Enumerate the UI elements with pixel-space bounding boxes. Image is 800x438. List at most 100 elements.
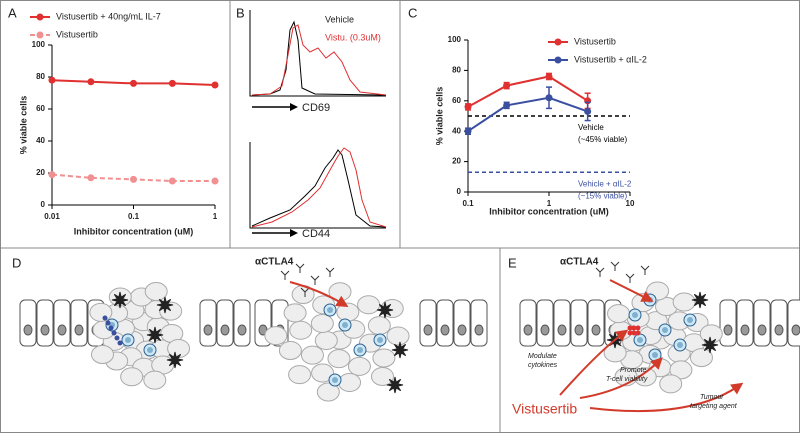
arrow	[579, 357, 663, 399]
epithelial-cell	[36, 299, 54, 347]
tumour-cell	[371, 366, 395, 386]
nucleus	[757, 324, 767, 336]
x-tick-label: 0.1	[462, 199, 474, 208]
nucleus	[474, 324, 484, 336]
x-axis-label: Inhibitor concentration (uM)	[74, 226, 194, 236]
y-tick-label: 40	[452, 126, 461, 135]
cytokine	[117, 340, 123, 346]
nucleus	[74, 324, 84, 336]
epithelial-cell	[587, 299, 605, 347]
tumour-cell	[367, 316, 391, 336]
antibody-label: αCTLA4	[255, 257, 294, 268]
tumour-cell	[283, 303, 307, 323]
effect-label: cytokines	[528, 362, 558, 369]
x-axis-label: Inhibitor concentration (uM)	[489, 206, 609, 216]
effect-label: targeting agent	[690, 403, 738, 410]
data-point	[87, 78, 95, 86]
flow-histogram	[249, 10, 387, 229]
data-point	[211, 81, 219, 89]
marker-label: CD69	[302, 102, 330, 114]
t-cell-nucleus	[637, 337, 643, 343]
tumour-cell	[278, 340, 302, 360]
nucleus	[423, 324, 433, 336]
t-cell-nucleus	[327, 307, 333, 313]
y-tick-label: 100	[32, 40, 46, 49]
x-tick-label: 1	[547, 199, 552, 208]
axis	[249, 142, 386, 229]
legend-label: Vehicle	[325, 14, 354, 24]
antibody	[625, 273, 635, 283]
epithelial-cell	[453, 299, 471, 347]
effect-label: Modulate	[528, 353, 557, 360]
y-tick-label: 0	[457, 187, 462, 196]
cytokine	[114, 335, 120, 341]
antibody-label: αCTLA4	[560, 257, 599, 268]
histogram-vehicle	[251, 149, 387, 228]
t-cell-nucleus	[342, 322, 348, 328]
epithelial-cell	[753, 299, 771, 347]
nucleus	[40, 324, 50, 336]
t-cell-nucleus	[377, 337, 383, 343]
t-cell-nucleus	[652, 352, 658, 358]
tumour-cell	[289, 320, 313, 340]
panel-label: B	[236, 5, 245, 20]
tumour-cell	[264, 326, 288, 346]
cytokine	[102, 315, 108, 321]
epithelial-cell	[199, 299, 217, 347]
epithelial-cell	[770, 299, 788, 347]
dead-cell	[391, 341, 409, 359]
t-cell-nucleus	[125, 337, 131, 343]
tumour-cell	[144, 282, 168, 302]
antibody	[640, 265, 650, 275]
epithelial-cell	[736, 299, 754, 347]
nucleus	[557, 324, 567, 336]
data-point	[503, 82, 511, 90]
cytokine	[627, 325, 633, 331]
t-cell-nucleus	[632, 312, 638, 318]
nucleus	[791, 324, 800, 336]
y-tick-label: 80	[36, 72, 45, 81]
data-point	[87, 174, 95, 182]
x-tick-label: 0.1	[128, 212, 140, 221]
panel-label: A	[8, 5, 17, 20]
tumour-cell	[386, 326, 410, 346]
epithelial-cell	[570, 299, 588, 347]
effect-label: Promote	[620, 367, 647, 374]
epithelial-cell	[787, 299, 800, 347]
data-point	[130, 175, 137, 183]
tumour-cell	[607, 304, 631, 324]
marker-label: CD44	[302, 228, 330, 240]
y-tick-label: 80	[452, 66, 461, 75]
nucleus	[591, 324, 601, 336]
legend-marker	[36, 31, 44, 39]
dead-cell	[691, 291, 709, 309]
series-line	[467, 96, 588, 133]
dead-cell	[146, 326, 164, 344]
data-point	[584, 107, 592, 115]
tumour-cell	[300, 345, 324, 365]
tumour-cell	[314, 330, 338, 350]
nucleus	[774, 324, 784, 336]
y-tick-label: 100	[448, 35, 462, 44]
arrow	[589, 382, 744, 413]
epithelial-cell	[553, 299, 571, 347]
tumour-cell	[372, 348, 396, 368]
histogram-treated	[251, 24, 387, 96]
t-cell-nucleus	[662, 327, 668, 333]
antibody	[610, 261, 620, 271]
antibody	[595, 267, 605, 277]
nucleus	[440, 324, 450, 336]
cytokine	[635, 330, 641, 336]
panel-label: E	[508, 255, 517, 270]
data-point	[464, 127, 472, 135]
tumour-cell	[89, 302, 113, 322]
epithelial-cell	[719, 299, 737, 347]
data-point	[503, 101, 511, 109]
tumour-cell	[357, 295, 381, 315]
tumour-cell	[699, 324, 723, 344]
epithelial-cell	[53, 299, 71, 347]
tumour-cell	[689, 348, 713, 368]
tumour-cell	[669, 360, 693, 380]
epithelial-cell	[536, 299, 554, 347]
